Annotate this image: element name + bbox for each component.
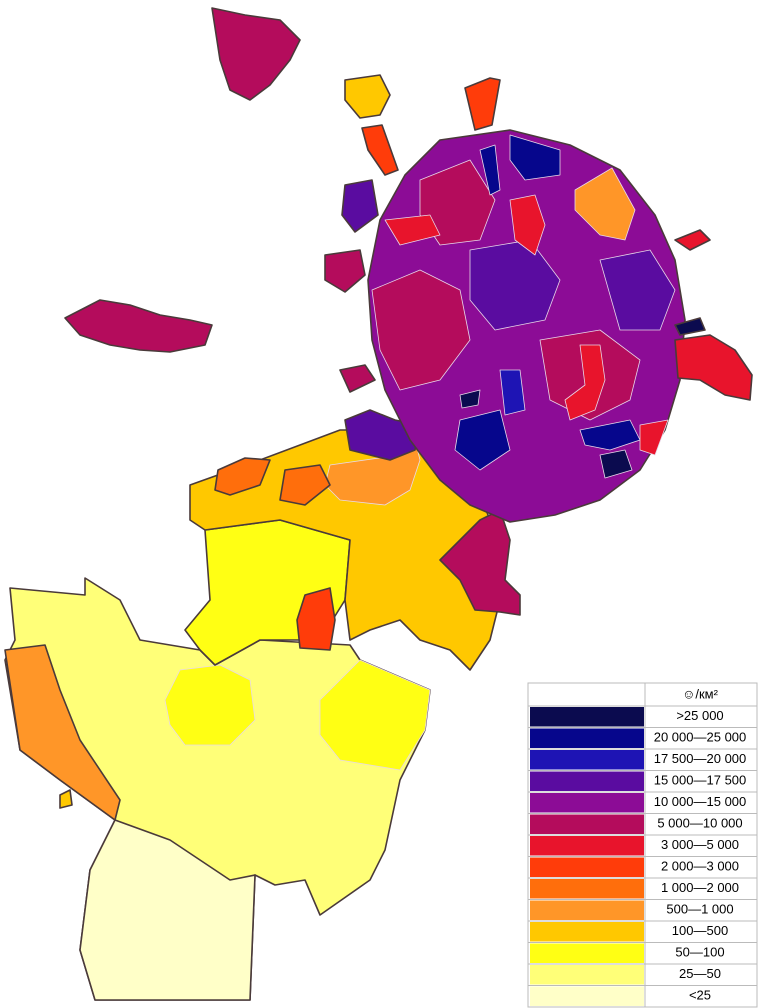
legend-swatch [530, 793, 644, 813]
legend-swatch [530, 771, 644, 791]
region [464, 77, 501, 131]
district [371, 269, 471, 391]
district [599, 449, 633, 479]
district [454, 409, 511, 471]
district [479, 144, 501, 196]
legend-label: 10 000—15 000 [654, 794, 747, 809]
legend-swatch [530, 814, 644, 834]
region [361, 124, 399, 176]
legend-label: 1 000—2 000 [661, 880, 739, 895]
legend-swatch [530, 965, 644, 985]
legend-label: 20 000—25 000 [654, 730, 747, 745]
legend-swatch [530, 900, 644, 920]
legend-swatch [530, 836, 644, 856]
district [509, 194, 546, 256]
legend-swatch [530, 750, 644, 770]
district [509, 134, 561, 181]
legend-swatch [530, 879, 644, 899]
legend-label: 100—500 [672, 923, 728, 938]
legend-swatch [530, 728, 644, 748]
legend-label: <25 [689, 988, 711, 1003]
region [164, 664, 256, 746]
legend-swatch [530, 986, 644, 1006]
legend-label: 500—1 000 [666, 902, 733, 917]
region [4, 644, 121, 821]
legend-label: 2 000—3 000 [661, 859, 739, 874]
district [499, 369, 526, 416]
legend-label: 25—50 [679, 966, 721, 981]
district [599, 249, 676, 331]
legend-label: 5 000—10 000 [657, 816, 742, 831]
region [279, 464, 331, 506]
region [674, 229, 711, 251]
district [574, 167, 636, 241]
region [211, 7, 301, 101]
district [419, 159, 496, 246]
region [341, 179, 379, 233]
district [639, 419, 669, 456]
region [674, 317, 706, 336]
region [439, 509, 521, 616]
region [344, 74, 391, 119]
legend-label: 17 500—20 000 [654, 751, 747, 766]
region [339, 364, 376, 393]
district [459, 389, 481, 409]
legend-title: ☺/км² [682, 686, 719, 701]
region [674, 334, 753, 401]
legend: ☺/км² >25 000 20 000—25 000 17 500—20 000 1… [527, 682, 758, 1008]
legend-label: 50—100 [675, 945, 724, 960]
district [579, 419, 641, 451]
district [384, 214, 441, 246]
district [564, 344, 606, 421]
legend-swatch [530, 922, 644, 942]
legend-swatch [530, 943, 644, 963]
legend-swatch [530, 857, 644, 877]
region [319, 659, 431, 771]
legend-label: 15 000—17 500 [654, 773, 747, 788]
region [79, 819, 256, 1001]
region [296, 587, 336, 651]
legend-swatch [530, 707, 644, 727]
region [59, 789, 73, 809]
legend-label: >25 000 [676, 708, 723, 723]
legend-label: 3 000—5 000 [661, 837, 739, 852]
region [214, 457, 271, 496]
map [4, 7, 753, 1001]
region [324, 249, 366, 293]
region [64, 299, 213, 353]
